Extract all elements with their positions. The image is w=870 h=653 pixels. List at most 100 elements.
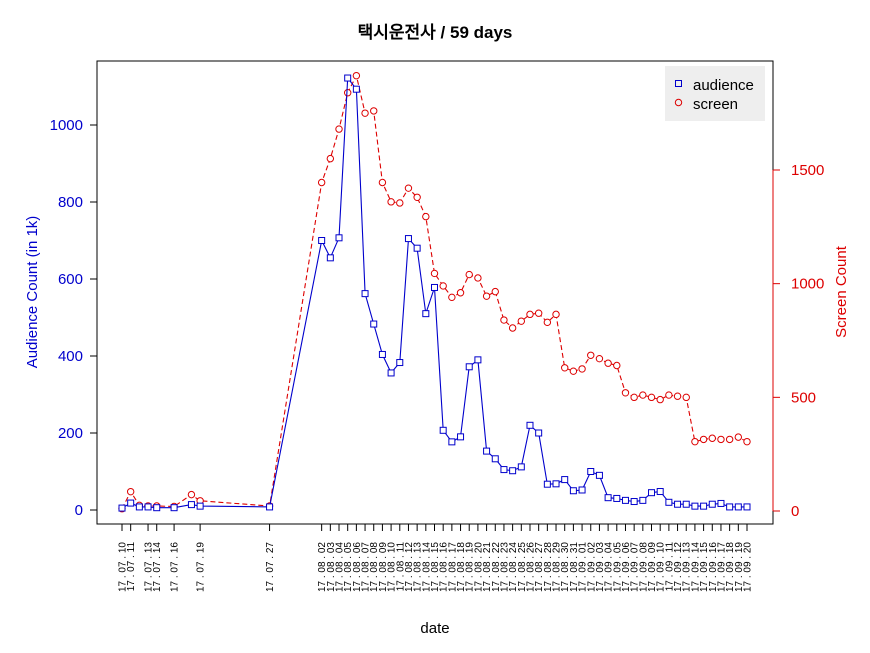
audience-point	[675, 501, 681, 507]
audience-line	[122, 78, 747, 508]
screen-point	[692, 438, 698, 444]
screen-point	[683, 394, 689, 400]
right-tick-label: 0	[791, 503, 799, 520]
audience-point	[735, 504, 741, 510]
audience-point	[475, 357, 481, 363]
screen-point	[336, 126, 342, 132]
screen-point	[518, 318, 524, 324]
audience-point	[527, 422, 533, 428]
audience-point	[432, 284, 438, 290]
screen-point	[605, 360, 611, 366]
screen-point	[457, 290, 463, 296]
x-tick-label: 17 . 07 . 11	[126, 542, 137, 592]
left-tick-label: 400	[58, 348, 83, 365]
audience-point	[570, 488, 576, 494]
audience-point	[171, 505, 177, 511]
audience-point	[197, 503, 203, 509]
audience-point	[727, 504, 733, 510]
audience-point	[562, 477, 568, 483]
screen-point	[648, 394, 654, 400]
left-tick-label: 200	[58, 425, 83, 442]
legend-label-screen: screen	[693, 96, 738, 113]
audience-point	[440, 427, 446, 433]
audience-point	[683, 501, 689, 507]
x-tick-label: 17 . 07 . 27	[265, 542, 276, 592]
x-tick-label: 17 . 09 . 20	[743, 542, 754, 592]
audience-point	[188, 502, 194, 508]
audience-point	[657, 489, 663, 495]
screen-point	[327, 155, 333, 161]
screen-point	[657, 396, 663, 402]
left-tick-label: 800	[58, 194, 83, 211]
screen-point	[371, 108, 377, 114]
audience-point	[536, 430, 542, 436]
audience-point	[666, 499, 672, 505]
screen-point	[553, 311, 559, 317]
audience-point	[466, 364, 472, 370]
screen-point	[344, 90, 350, 96]
screen-point	[718, 436, 724, 442]
audience-point	[579, 487, 585, 493]
screen-point	[726, 436, 732, 442]
screen-point	[622, 390, 628, 396]
screen-point	[466, 271, 472, 277]
right-tick-label: 1500	[791, 162, 824, 179]
audience-point	[640, 497, 646, 503]
y2-axis-label: Screen Count	[833, 245, 850, 338]
screen-point	[709, 435, 715, 441]
audience-point	[267, 504, 273, 510]
screen-point	[735, 434, 741, 440]
audience-point	[588, 469, 594, 475]
screen-point	[579, 366, 585, 372]
screen-point	[379, 179, 385, 185]
screen-point	[640, 392, 646, 398]
audience-point	[649, 490, 655, 496]
left-axis: 02004006008001000	[50, 117, 97, 519]
audience-point	[744, 504, 750, 510]
audience-point	[371, 321, 377, 327]
audience-point	[128, 500, 134, 506]
screen-point	[318, 179, 324, 185]
audience-point	[362, 291, 368, 297]
x-tick-label: 17 . 07 . 16	[170, 542, 181, 592]
screen-point	[449, 294, 455, 300]
right-tick-label: 1000	[791, 276, 824, 293]
screen-point	[127, 488, 133, 494]
audience-point	[553, 481, 559, 487]
audience-point	[544, 481, 550, 487]
audience-point	[405, 236, 411, 242]
screen-point	[414, 194, 420, 200]
audience-point	[510, 468, 516, 474]
screen-point	[509, 325, 515, 331]
screen-point	[700, 436, 706, 442]
screen-point	[570, 368, 576, 374]
legend: audience screen	[665, 66, 765, 121]
right-tick-label: 500	[791, 389, 816, 406]
left-tick-label: 600	[58, 271, 83, 288]
screen-point	[614, 362, 620, 368]
audience-point	[692, 503, 698, 509]
screen-point	[440, 283, 446, 289]
screen-point	[596, 355, 602, 361]
audience-point	[492, 456, 498, 462]
audience-point	[345, 75, 351, 81]
audience-point	[388, 370, 394, 376]
screen-point	[562, 365, 568, 371]
x-tick-label: 17 . 07 . 19	[196, 542, 207, 592]
audience-point	[319, 238, 325, 244]
screen-point	[666, 392, 672, 398]
screen-point	[588, 352, 594, 358]
screen-point	[353, 72, 359, 78]
x-axis-label: date	[420, 620, 449, 637]
audience-point	[336, 235, 342, 241]
audience-point	[718, 500, 724, 506]
audience-point	[709, 501, 715, 507]
audience-point	[154, 505, 160, 511]
series-layer	[119, 72, 750, 511]
audience-point	[701, 503, 707, 509]
audience-point	[423, 311, 429, 317]
screen-point	[674, 393, 680, 399]
audience-point	[379, 351, 385, 357]
x-tick-label: 17 . 07 . 14	[152, 542, 163, 592]
